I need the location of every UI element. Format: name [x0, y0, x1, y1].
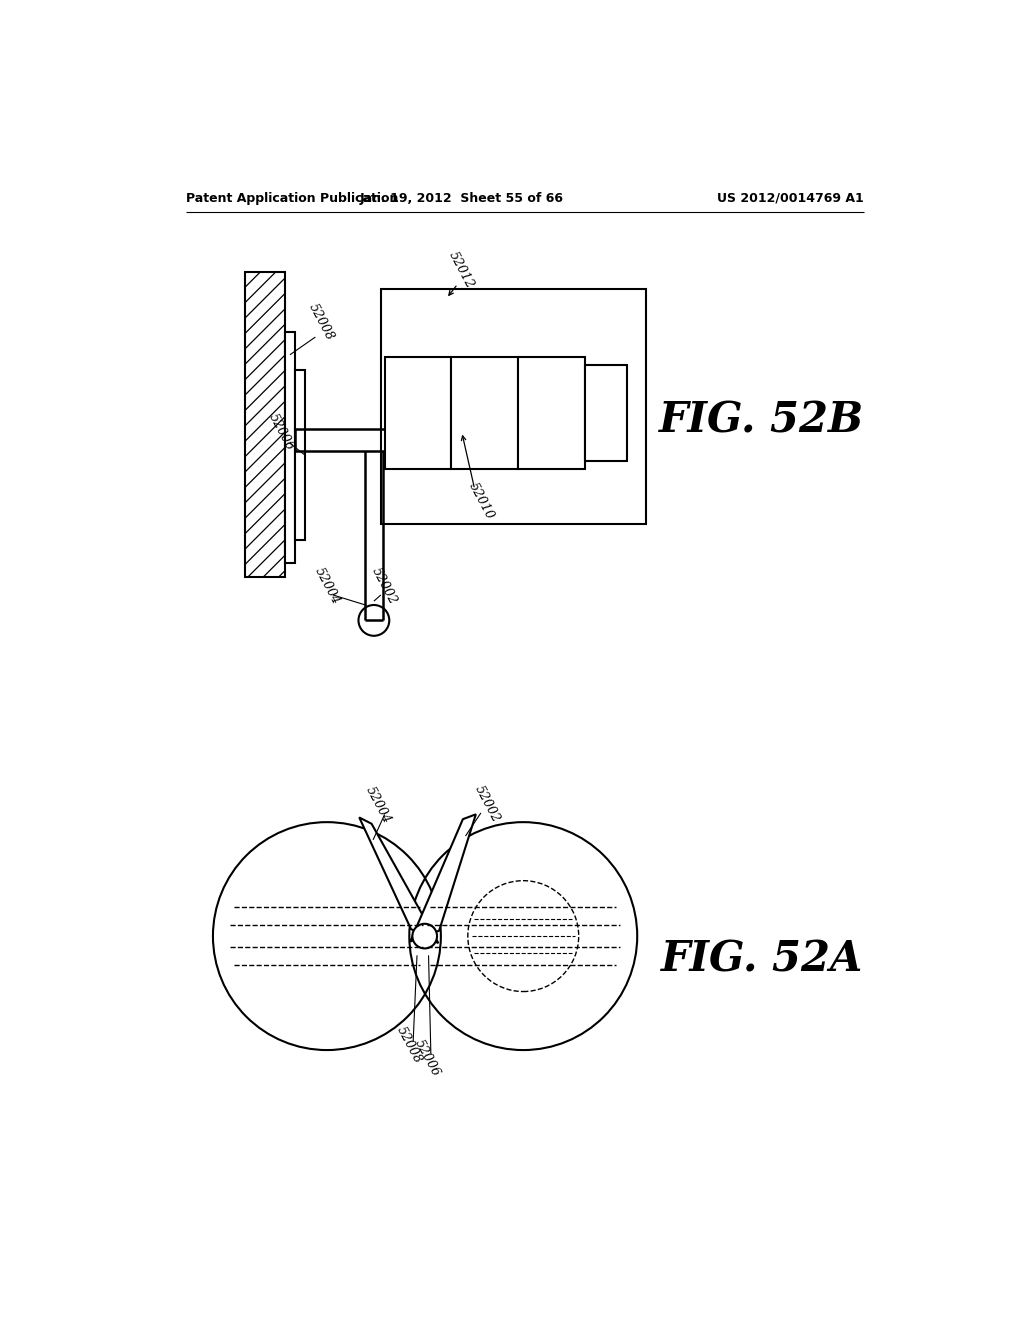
Text: 52004: 52004	[311, 565, 342, 606]
Text: FIG. 52A: FIG. 52A	[660, 939, 863, 981]
Text: 52010: 52010	[466, 480, 496, 521]
Text: 52004: 52004	[364, 784, 393, 826]
Bar	[518, 358, 585, 469]
Text: 52012: 52012	[446, 249, 477, 290]
Circle shape	[413, 924, 437, 949]
Text: FIG. 52B: FIG. 52B	[659, 399, 864, 441]
Bar	[381, 289, 646, 524]
Text: Patent Application Publication: Patent Application Publication	[186, 191, 398, 205]
Text: 52002: 52002	[472, 783, 502, 825]
Text: 52008: 52008	[394, 1024, 424, 1067]
Text: 52002: 52002	[370, 565, 399, 606]
Bar	[285, 331, 295, 562]
Bar	[452, 358, 518, 469]
Text: 52006: 52006	[412, 1038, 442, 1078]
Bar	[585, 364, 628, 461]
Bar	[245, 272, 285, 577]
Polygon shape	[411, 814, 476, 941]
Text: 52006: 52006	[265, 411, 296, 453]
Polygon shape	[359, 817, 438, 942]
Text: US 2012/0014769 A1: US 2012/0014769 A1	[717, 191, 863, 205]
Bar	[385, 358, 452, 469]
Text: Jan. 19, 2012  Sheet 55 of 66: Jan. 19, 2012 Sheet 55 of 66	[359, 191, 563, 205]
Text: 52008: 52008	[306, 301, 337, 342]
Bar	[295, 370, 304, 540]
